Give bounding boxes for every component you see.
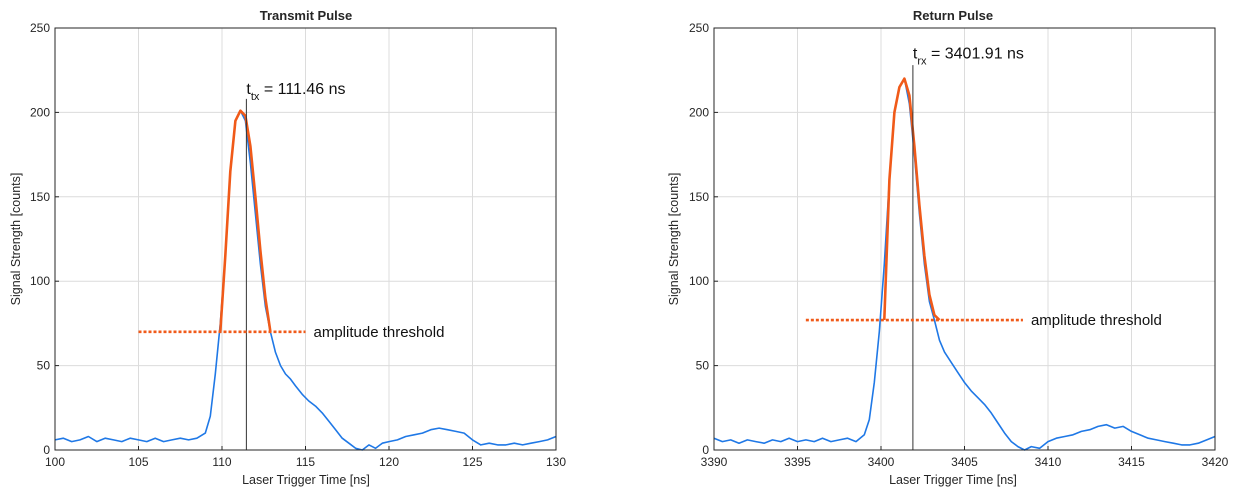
x-tick-label: 100 [45, 455, 65, 469]
plot-frame [54, 27, 557, 451]
marker-label-prefix: t [913, 45, 918, 62]
x-tick-label: 3405 [951, 455, 978, 469]
y-tick-label: 250 [30, 21, 50, 35]
x-tick-label: 3400 [868, 455, 895, 469]
series [54, 109, 557, 451]
x-axis-label: Laser Trigger Time [ns] [242, 473, 370, 487]
x-tick-label: 130 [546, 455, 566, 469]
x-tick-label: 3395 [784, 455, 811, 469]
y-tick-label: 0 [702, 443, 709, 457]
x-tick-label: 105 [128, 455, 148, 469]
marker-label: ttx = 111.46 ns [246, 81, 345, 103]
grid [713, 27, 1216, 451]
marker-label-value: = 111.46 ns [259, 81, 345, 98]
marker-label-sub: tx [251, 91, 260, 103]
marker-label-prefix: t [246, 81, 251, 98]
y-tick-label: 50 [696, 359, 710, 373]
chart-title: Transmit Pulse [260, 8, 352, 23]
marker-label: trx = 3401.91 ns [913, 45, 1024, 67]
y-tick-label: 50 [37, 359, 51, 373]
y-axis-label: Signal Strength [counts] [9, 173, 23, 306]
annotations: amplitude threshold trx = 3401.91 ns [805, 45, 1162, 450]
chart-transmit-pulse: Transmit Pulse Laser Trigger Time [ns] S… [9, 8, 566, 487]
x-tick-label: 110 [212, 455, 231, 469]
pulse-series-line [883, 77, 941, 321]
y-tick-label: 150 [30, 190, 50, 204]
series [713, 77, 1216, 451]
chart-title: Return Pulse [913, 8, 993, 23]
threshold-label: amplitude threshold [314, 324, 445, 341]
x-tick-label: 3390 [701, 455, 728, 469]
marker-label-value: = 3401.91 ns [927, 45, 1024, 62]
x-tick-label: 3420 [1202, 455, 1229, 469]
x-tick-label: 120 [379, 455, 399, 469]
tick-labels: 3390 3395 3400 3405 3410 3415 3420 0 50 100 150 200… [689, 21, 1229, 469]
annotations: amplitude threshold ttx = 111.46 ns [138, 81, 445, 450]
tick-labels: 100 105 110 115 120 125 130 0 50 100 150 200 250 [30, 21, 566, 469]
signal-series-line [713, 77, 1216, 451]
chart-return-pulse: Return Pulse Laser Trigger Time [ns] Sig… [667, 8, 1229, 487]
y-tick-label: 250 [689, 21, 709, 35]
signal-series-line [54, 109, 557, 451]
y-tick-label: 100 [30, 274, 50, 288]
x-tick-label: 3410 [1035, 455, 1062, 469]
threshold-label: amplitude threshold [1031, 312, 1162, 329]
x-axis-label: Laser Trigger Time [ns] [889, 473, 1017, 487]
y-tick-label: 200 [30, 105, 50, 119]
marker-label-sub: rx [917, 55, 927, 67]
pulse-series-line [219, 109, 272, 332]
x-tick-label: 3415 [1118, 455, 1145, 469]
y-tick-label: 200 [689, 105, 709, 119]
y-tick-label: 150 [689, 190, 709, 204]
y-tick-label: 0 [43, 443, 50, 457]
y-tick-label: 100 [689, 274, 709, 288]
y-axis-label: Signal Strength [counts] [667, 173, 681, 306]
x-tick-label: 115 [296, 455, 315, 469]
plot-frame [713, 27, 1216, 451]
x-tick-label: 125 [462, 455, 482, 469]
